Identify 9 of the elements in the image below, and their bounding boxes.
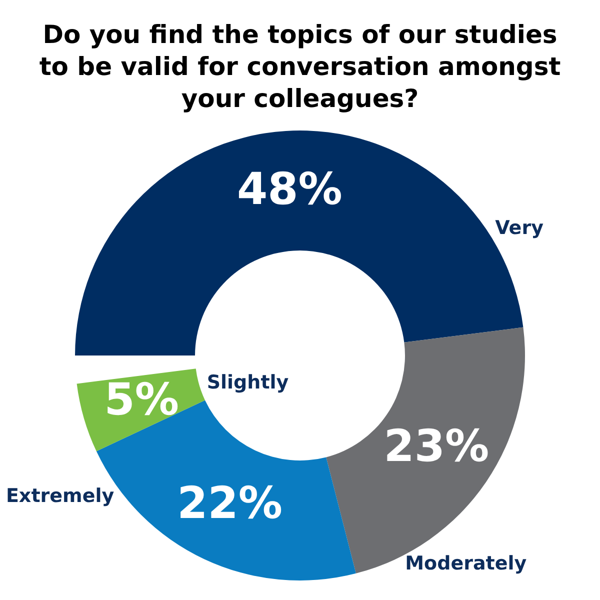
data-label: 22% bbox=[177, 478, 282, 529]
slice-label: Very bbox=[495, 217, 544, 240]
data-label: 23% bbox=[384, 421, 490, 472]
chart-title: Do you find the topics of our studies to be valid for conversation amongst your colleagues? bbox=[39, 20, 561, 113]
slice-label: Moderately bbox=[405, 552, 528, 574]
data-label: 48% bbox=[236, 164, 342, 215]
data-label: 5% bbox=[104, 374, 179, 426]
slice-label: Extremely bbox=[6, 484, 115, 507]
slice-label: Slightly bbox=[206, 372, 290, 394]
